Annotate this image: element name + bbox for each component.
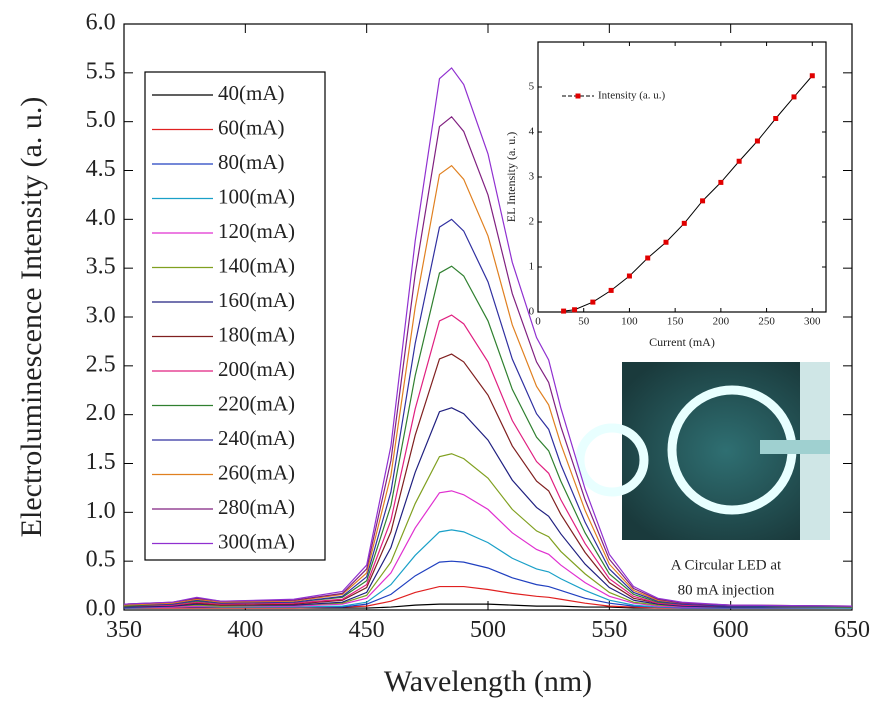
legend-label: 180(mA) <box>218 322 295 346</box>
annotation: 80 mA injection <box>678 582 775 598</box>
x-tick-label: 650 <box>834 617 870 643</box>
y-tick-label: 5.5 <box>86 58 116 84</box>
x-tick-label: 0 <box>535 315 541 327</box>
data-point <box>773 116 779 121</box>
data-point <box>809 73 815 79</box>
y-tick-label: 2.0 <box>86 400 116 426</box>
x-tick-label: 350 <box>106 617 142 643</box>
data-point <box>681 220 687 226</box>
data-point <box>754 138 760 144</box>
y-tick-label: 0.0 <box>86 596 116 622</box>
x-axis-label: Wavelength (nm) <box>384 665 592 698</box>
series-line <box>123 218 852 607</box>
series-line <box>123 115 853 607</box>
y-tick-label: 3 <box>529 171 535 183</box>
legend-label: 40(mA) <box>218 81 285 105</box>
y-axis-label: Electroluminescence Intensity (a. u.) <box>15 97 48 538</box>
legend-marker <box>575 93 581 99</box>
series-line <box>563 75 813 312</box>
series-line <box>123 164 853 607</box>
legend-label: 220(mA) <box>218 391 295 415</box>
legend-label: 60(mA) <box>218 115 285 139</box>
series-line <box>124 585 852 609</box>
series-line <box>123 67 853 607</box>
y-tick-label: 4.5 <box>86 156 116 182</box>
y-tick-label: 3.5 <box>86 254 116 280</box>
data-point <box>718 179 724 185</box>
y-tick-label: 5.0 <box>86 107 116 133</box>
y-tick-label: 1 <box>529 261 535 273</box>
data-point <box>645 255 651 261</box>
data-point <box>561 308 567 314</box>
data-point <box>590 299 596 305</box>
annotation: A Circular LED at <box>671 557 782 573</box>
x-tick-label: 250 <box>758 315 775 327</box>
legend-label: 280(mA) <box>218 495 295 519</box>
data-point <box>791 94 797 100</box>
y-tick-label: 0 <box>529 306 535 318</box>
y-tick-label: 5 <box>529 81 535 93</box>
y-tick-label: 4 <box>529 126 535 138</box>
y-tick-label: 4.0 <box>86 205 116 231</box>
series-line <box>123 353 853 608</box>
data-point <box>736 158 742 164</box>
x-tick-label: 150 <box>667 315 684 327</box>
x-tick-label: 550 <box>591 617 627 643</box>
y-tick-label: 3.0 <box>86 303 116 329</box>
series-line <box>123 314 853 608</box>
data-point <box>626 273 632 279</box>
data-point <box>700 198 706 204</box>
y-tick-label: 6.0 <box>86 10 116 36</box>
legend-label: 80(mA) <box>218 150 285 174</box>
legend-label: 120(mA) <box>218 219 295 243</box>
legend-label: 300(mA) <box>218 529 295 553</box>
legend-label: 240(mA) <box>218 426 295 450</box>
series-line <box>123 407 852 608</box>
y-tick-label: 1.0 <box>86 498 116 524</box>
x-tick-label: 300 <box>804 315 821 327</box>
legend-label: 100(mA) <box>218 184 295 208</box>
x-tick-label: 100 <box>621 315 638 327</box>
legend-label: 260(mA) <box>218 460 295 484</box>
data-point <box>572 307 578 313</box>
x-tick-label: 400 <box>227 617 263 643</box>
legend-label: 200(mA) <box>218 357 295 381</box>
led-photo <box>575 362 830 540</box>
x-axis-label: Current (mA) <box>649 335 715 349</box>
x-tick-label: 500 <box>470 617 506 643</box>
y-tick-label: 2.5 <box>86 351 116 377</box>
legend-label: 160(mA) <box>218 288 295 312</box>
series-line <box>124 490 852 608</box>
y-axis-label: EL Intensity (a. u.) <box>504 132 518 223</box>
legend-label: 140(mA) <box>218 253 295 277</box>
data-point <box>663 239 669 245</box>
y-tick-label: 0.5 <box>86 547 116 573</box>
x-tick-label: 600 <box>713 617 749 643</box>
y-tick-label: 1.5 <box>86 449 116 475</box>
series-line <box>124 529 853 609</box>
legend-label: Intensity (a. u.) <box>598 90 666 102</box>
x-tick-label: 50 <box>578 315 590 327</box>
x-tick-label: 450 <box>349 617 385 643</box>
x-tick-label: 200 <box>713 315 730 327</box>
data-point <box>608 287 614 293</box>
plot-frame <box>537 41 827 313</box>
legend-box <box>144 71 326 561</box>
y-tick-label: 2 <box>529 216 535 228</box>
